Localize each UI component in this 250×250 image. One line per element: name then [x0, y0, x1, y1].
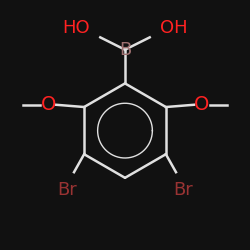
Text: OH: OH [160, 19, 188, 37]
Text: B: B [119, 41, 131, 59]
Text: O: O [40, 95, 56, 114]
Text: HO: HO [62, 19, 90, 37]
Text: Br: Br [58, 181, 77, 199]
Text: O: O [194, 95, 210, 114]
Text: Br: Br [173, 181, 193, 199]
